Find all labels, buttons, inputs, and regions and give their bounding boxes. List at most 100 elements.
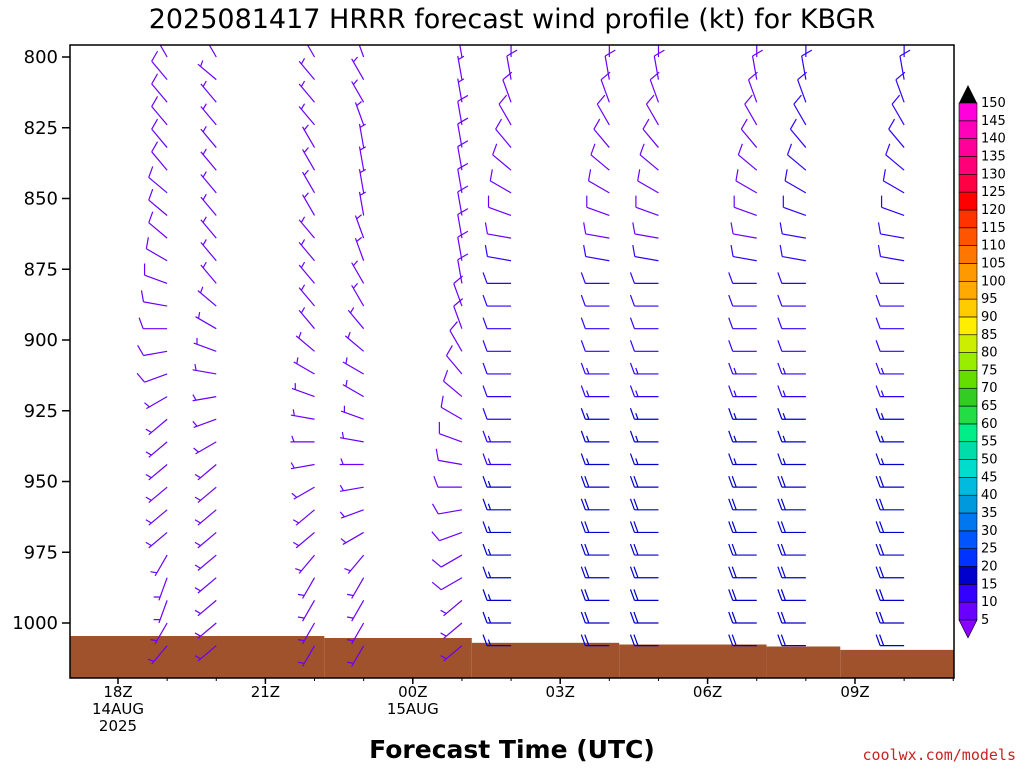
colorbar-label: 150: [981, 96, 1006, 111]
wind-barb: [875, 272, 905, 284]
colorbar-label: 65: [981, 399, 998, 414]
wind-barb: [482, 611, 512, 624]
wind-barb: [151, 73, 168, 103]
wind-barb: [777, 430, 806, 443]
colorbar-label: 105: [981, 256, 1006, 271]
wind-barb: [580, 521, 610, 534]
wind-barb: [629, 362, 659, 375]
wind-barb: [728, 543, 757, 556]
colorbar-segment: [958, 298, 978, 318]
wind-barb: [457, 230, 469, 261]
wind-barb: [200, 193, 217, 216]
colorbar-label: 85: [981, 328, 998, 343]
wind-barb: [489, 169, 512, 194]
wind-barb: [339, 458, 364, 466]
wind-barb: [457, 117, 469, 148]
wind-barb: [193, 337, 217, 352]
wind-barb: [138, 317, 168, 330]
wind-barb: [777, 521, 806, 534]
wind-barb: [629, 543, 659, 556]
wind-barb: [583, 244, 610, 262]
wind-barb: [728, 385, 757, 398]
wind-barb: [145, 237, 168, 262]
wind-barb: [875, 385, 905, 398]
wind-barb: [340, 531, 364, 545]
wind-barb: [580, 475, 610, 488]
colorbar-label: 145: [981, 114, 1006, 129]
colorbar-label: 140: [981, 132, 1006, 147]
wind-barb: [194, 577, 217, 594]
colorbar-segment: [958, 530, 978, 549]
wind-barb: [340, 405, 364, 420]
colorbar-segment: [958, 316, 978, 336]
wind-barb: [580, 634, 610, 647]
wind-barb: [593, 118, 610, 148]
wind-barb: [728, 317, 757, 330]
wind-barb: [580, 340, 610, 352]
colorbar-segment: [958, 352, 978, 371]
wind-barb: [895, 71, 906, 103]
colorbar-segment: [958, 405, 978, 425]
x-tick-label: 06Z: [693, 683, 722, 701]
terrain-layer: [70, 636, 954, 678]
wind-barb: [200, 216, 217, 239]
wind-barb: [482, 272, 512, 284]
wind-barb: [61, 600, 69, 624]
wind-barb: [358, 191, 366, 216]
y-tick-label: 825: [24, 118, 58, 139]
wind-barb: [61, 646, 69, 670]
wind-barb: [61, 510, 69, 534]
wind-barb: [440, 622, 463, 639]
wind-barb: [629, 294, 659, 307]
wind-barb: [344, 331, 365, 352]
wind-barb: [145, 464, 168, 481]
wind-barb: [645, 94, 659, 126]
colorbar-segment: [958, 494, 978, 514]
wind-barb: [786, 143, 807, 171]
terrain-block: [766, 646, 841, 678]
wind-barb: [351, 56, 365, 80]
wind-barb: [442, 369, 463, 398]
colorbar-label: 5: [981, 613, 989, 628]
colorbar-label: 125: [981, 185, 1006, 200]
wind-barb: [482, 521, 512, 534]
wind-barb: [875, 566, 905, 579]
wind-barb: [290, 462, 315, 470]
wind-barb: [587, 169, 610, 194]
wind-barb: [346, 577, 365, 599]
wind-barb: [440, 395, 463, 420]
wind-barb: [298, 216, 315, 239]
wind-barb: [777, 543, 806, 556]
wind-barb: [728, 589, 757, 601]
wind-barb: [290, 435, 315, 443]
wind-barb: [453, 298, 464, 329]
wind-barb: [590, 143, 610, 171]
wind-barb: [635, 195, 659, 217]
wind-barb: [777, 634, 806, 647]
wind-barb: [728, 611, 757, 624]
wind-barb: [193, 441, 217, 455]
wind-barb: [136, 372, 168, 383]
colorbar-bottom-arrow: [958, 619, 978, 639]
wind-barb: [150, 622, 168, 645]
colorbar-segment: [958, 156, 978, 175]
wind-barb: [737, 143, 758, 171]
wind-barb: [882, 169, 905, 194]
x-axis-label: Forecast Time (UTC): [369, 735, 655, 764]
wind-barb: [797, 71, 808, 103]
colorbar-segment: [958, 601, 978, 621]
y-tick-label: 850: [24, 189, 58, 210]
wind-barb: [292, 531, 315, 549]
wind-barb: [151, 118, 168, 148]
wind-barb: [653, 49, 665, 80]
wind-barb: [629, 453, 659, 466]
x-tick-label: 15AUG: [387, 700, 439, 718]
wind-barb: [435, 448, 463, 466]
wind-barb: [153, 577, 168, 601]
wind-barb: [148, 166, 168, 194]
colorbar-label: 75: [981, 363, 998, 378]
wind-barb: [194, 531, 217, 549]
colorbar-segment: [958, 191, 978, 211]
colorbar-segment: [958, 174, 978, 193]
colorbar-label: 135: [981, 149, 1006, 164]
